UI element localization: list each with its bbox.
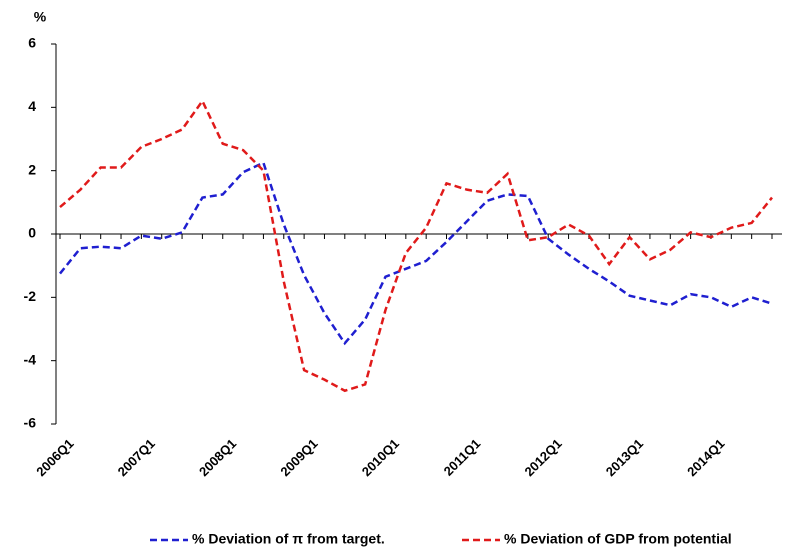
x-tick-label: 2010Q1: [359, 436, 402, 479]
y-tick-label: 0: [28, 225, 36, 241]
y-tick-label: 6: [28, 35, 36, 51]
y-tick-label: -2: [24, 288, 37, 304]
line-series: [59, 98, 773, 393]
y-tick-label: 4: [28, 98, 36, 114]
x-tick-label: 2008Q1: [196, 436, 239, 479]
x-tick-label: 2014Q1: [684, 436, 727, 479]
legend-label: % Deviation of GDP from potential: [504, 531, 732, 547]
y-tick-label: -6: [24, 415, 37, 431]
x-tick-label: 2012Q1: [521, 436, 564, 479]
x-tick-label: 2007Q1: [115, 436, 158, 479]
x-tick-label: 2009Q1: [277, 436, 320, 479]
x-tick-label: 2013Q1: [603, 436, 646, 479]
line-series: [59, 161, 773, 346]
x-tick-label: 2006Q1: [33, 436, 76, 479]
x-tick-label: 2011Q1: [441, 436, 484, 479]
y-axis-label: %: [34, 9, 47, 25]
legend-label: % Deviation of π from target.: [192, 531, 385, 547]
y-tick-label: 2: [28, 161, 36, 177]
y-tick-label: -4: [24, 351, 37, 367]
